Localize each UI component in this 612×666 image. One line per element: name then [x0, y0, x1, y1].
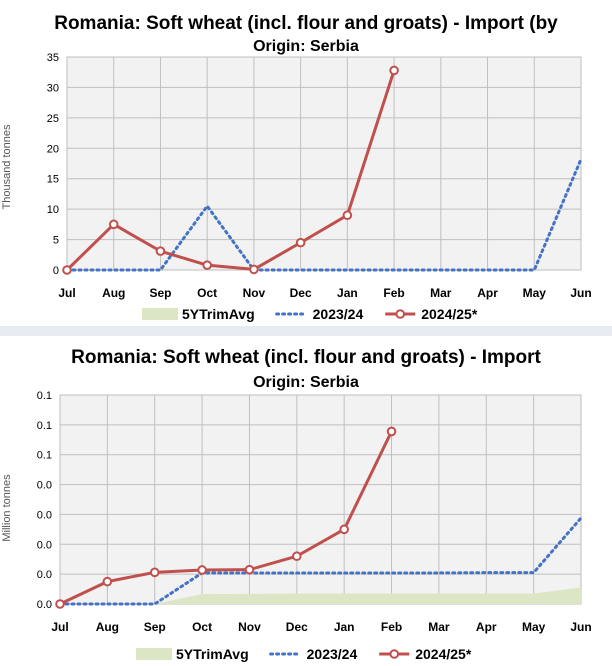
chart-panel-million-tonnes: Romania: Soft wheat (incl. flour and gro…	[0, 336, 612, 666]
data-point-2024-25	[295, 237, 306, 248]
plot-area	[59, 394, 582, 605]
data-point-2024-25	[386, 426, 397, 437]
y-tick-label: 35	[47, 52, 59, 64]
data-point-2024-25	[389, 65, 399, 76]
data-point-2024-25	[342, 210, 353, 221]
data-point-2024-25	[202, 260, 212, 270]
x-tick-label: Aug	[102, 286, 125, 300]
x-tick-label: Oct	[192, 620, 212, 634]
chart-separator	[0, 326, 612, 336]
data-point-2024-25	[149, 567, 160, 578]
data-point-2024-25	[55, 599, 65, 609]
data-point-2024-25	[244, 564, 255, 575]
y-tick-label: 0	[53, 265, 59, 277]
x-tick-label: Jun	[570, 620, 591, 634]
y-tick-label: 20	[47, 143, 59, 155]
legend-marker-2024-25	[389, 649, 400, 659]
series-area-5ytrimavg	[60, 587, 581, 604]
y-tick-label: 25	[47, 113, 59, 125]
series-line-2023-24	[65, 157, 583, 272]
data-point-2024-25	[249, 264, 259, 275]
legend-marker-2024-25	[395, 309, 406, 319]
chart-subtitle: Origin: Serbia	[253, 374, 359, 391]
chart-svg-2: Romania: Soft wheat (incl. flour and gro…	[1, 347, 592, 662]
data-point-2024-25	[155, 246, 166, 256]
y-tick-label: 0.0	[37, 569, 52, 581]
data-point-2024-25	[108, 219, 119, 230]
x-tick-label: Jan	[337, 286, 358, 300]
legend-label: 2024/25*	[415, 646, 472, 662]
y-tick-label: 15	[47, 174, 59, 186]
x-tick-label: Apr	[476, 620, 497, 634]
x-tick-label: Mar	[428, 620, 450, 634]
x-tick-label: Sep	[144, 620, 166, 634]
y-axis-label: Thousand tonnes	[1, 124, 13, 210]
x-tick-label: May	[522, 620, 546, 634]
y-tick-label: 0.1	[37, 420, 52, 432]
x-tick-label: Jul	[51, 620, 68, 634]
data-point-2024-25	[197, 565, 207, 575]
y-tick-label: 0.0	[37, 509, 52, 521]
chart-subtitle: Origin: Serbia	[253, 38, 359, 55]
y-axis-label: Million tonnes	[1, 474, 13, 542]
x-tick-label: Dec	[290, 286, 312, 300]
x-tick-label: Feb	[381, 620, 402, 634]
chart-title: Romania: Soft wheat (incl. flour and gro…	[54, 13, 558, 34]
x-tick-label: Mar	[430, 286, 452, 300]
y-tick-label: 0.0	[37, 480, 52, 492]
series-line-2024-25	[65, 69, 396, 272]
data-point-2024-25	[339, 524, 349, 535]
chart-legend: 5YTrimAvg 2023/24 2024/25*	[136, 646, 472, 662]
data-point-2024-25	[102, 576, 113, 587]
chart-panel-thousand-tonnes: Romania: Soft wheat (incl. flour and gro…	[0, 0, 612, 326]
data-point-2024-25	[62, 265, 72, 275]
x-tick-label: Aug	[96, 620, 119, 634]
y-tick-label: 0.0	[37, 599, 52, 611]
chart-legend: 5YTrimAvg 2023/24 2024/25*	[142, 306, 478, 322]
legend-label: 5YTrimAvg	[176, 646, 249, 662]
x-tick-label: Feb	[383, 286, 404, 300]
y-tick-label: 0.0	[37, 539, 52, 551]
x-tick-label: Sep	[149, 286, 171, 300]
x-tick-label: Jun	[570, 286, 591, 300]
legend-swatch-5ytrimavg	[136, 648, 172, 660]
legend-swatch-5ytrimavg	[142, 308, 178, 320]
x-tick-label: Oct	[197, 286, 217, 300]
legend-label: 2023/24	[307, 646, 358, 662]
y-tick-label: 5	[53, 235, 59, 247]
x-tick-label: Apr	[477, 286, 498, 300]
data-point-2024-25	[292, 551, 302, 562]
y-tick-label: 0.1	[37, 390, 52, 402]
x-tick-label: Jan	[334, 620, 355, 634]
legend-label: 2023/24	[313, 306, 364, 322]
series-line-2023-24	[58, 516, 583, 606]
legend-label: 2024/25*	[421, 306, 478, 322]
x-tick-label: Nov	[238, 620, 261, 634]
x-tick-label: May	[523, 286, 547, 300]
chart-title: Romania: Soft wheat (incl. flour and gro…	[71, 347, 541, 368]
x-tick-label: Jul	[58, 286, 75, 300]
legend-label: 5YTrimAvg	[182, 306, 255, 322]
plot-area	[66, 56, 582, 271]
x-tick-label: Dec	[286, 620, 308, 634]
y-tick-label: 10	[47, 204, 59, 216]
x-tick-label: Nov	[243, 286, 266, 300]
y-tick-label: 30	[47, 82, 59, 94]
chart-svg-1: Romania: Soft wheat (incl. flour and gro…	[1, 13, 592, 322]
series-line-2024-25	[59, 430, 393, 606]
y-tick-label: 0.1	[37, 450, 52, 462]
